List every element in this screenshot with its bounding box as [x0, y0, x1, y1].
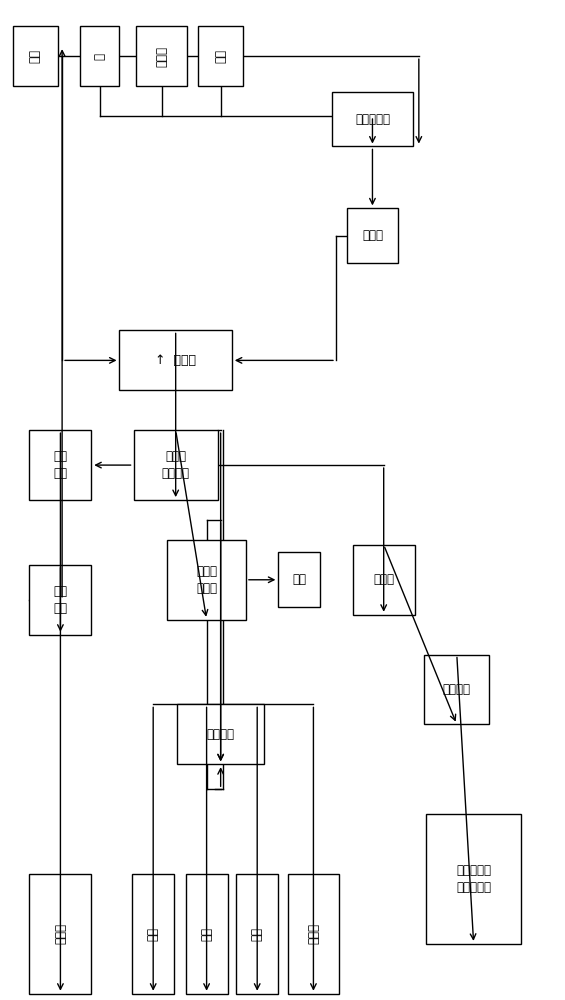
Bar [177, 704, 264, 764]
Bar [288, 874, 339, 994]
Bar [332, 92, 413, 146]
Bar [185, 874, 228, 994]
Text: 燃料油: 燃料油 [307, 923, 320, 944]
Text: 废水: 废水 [292, 573, 306, 586]
Text: 分离元
分离单元: 分离元 分离单元 [162, 450, 190, 480]
Bar [279, 552, 320, 607]
Text: 氢气: 氢气 [29, 49, 42, 63]
Text: 燃料气: 燃料气 [54, 923, 67, 944]
Bar [236, 874, 279, 994]
Text: 汽油: 汽油 [147, 927, 160, 941]
Bar [119, 330, 232, 390]
Text: 变压
吸附: 变压 吸附 [54, 450, 67, 480]
Text: 重油: 重油 [214, 49, 227, 63]
Text: ↑  反应器: ↑ 反应器 [155, 354, 196, 367]
Text: 道路氥青或
氥青改性剂: 道路氥青或 氥青改性剂 [456, 864, 491, 894]
Bar [136, 26, 187, 86]
Bar [424, 655, 489, 724]
Bar [12, 26, 58, 86]
Bar [426, 814, 521, 944]
Bar [133, 430, 218, 500]
Bar [347, 208, 398, 263]
Bar [29, 430, 92, 500]
Text: 煤浆制备罐: 煤浆制备罐 [355, 113, 390, 126]
Bar [353, 545, 415, 615]
Text: 蒸馏装置: 蒸馏装置 [207, 728, 234, 741]
Text: 油、水
分离器: 油、水 分离器 [196, 565, 217, 595]
Text: 柴油: 柴油 [200, 927, 213, 941]
Text: 预热器: 预热器 [362, 229, 383, 242]
Bar [29, 565, 92, 635]
Bar [198, 26, 243, 86]
Bar [132, 874, 174, 994]
Text: 气体
净化: 气体 净化 [54, 585, 67, 615]
Text: 加工处理: 加工处理 [443, 683, 471, 696]
Bar [29, 874, 92, 994]
Text: 煤: 煤 [93, 53, 106, 60]
Bar [80, 26, 119, 86]
Text: 搅拌罐: 搅拌罐 [373, 573, 394, 586]
Text: 催化剂: 催化剂 [155, 46, 168, 67]
Bar [167, 540, 246, 620]
Text: 蜗油: 蜗油 [251, 927, 264, 941]
